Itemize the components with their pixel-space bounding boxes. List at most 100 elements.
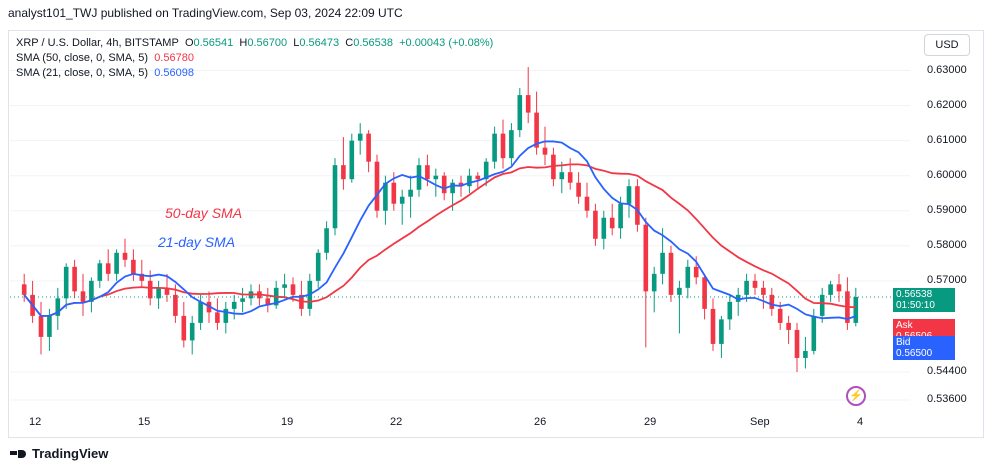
candle-body (618, 204, 623, 229)
candle-body (324, 228, 329, 253)
bid-tag: Bid 0.56500 (893, 336, 955, 360)
ask-label: Ask (896, 320, 913, 331)
candle-body (593, 211, 598, 239)
candle-body (22, 284, 27, 295)
legend-symbol: XRP / U.S. Dollar, 4h, BITSTAMP (16, 37, 179, 49)
candle-body (106, 263, 111, 274)
candle-body (635, 186, 640, 225)
legend-o-label: O (185, 37, 194, 49)
y-tick-label: 0.53600 (927, 393, 967, 405)
candle-body (358, 134, 363, 141)
candle-body (568, 172, 573, 183)
chart-legend: XRP / U.S. Dollar, 4h, BITSTAMP O0.56541… (16, 36, 493, 81)
legend-sma50-row: SMA (50, close, 0, SMA, 5) 0.56780 (16, 51, 493, 66)
candle-body (408, 190, 413, 197)
candle-body (576, 183, 581, 197)
candle-body (39, 316, 44, 337)
y-tick-label: 0.60000 (927, 169, 967, 181)
candle-body (375, 162, 380, 211)
candle-body (853, 297, 858, 323)
candle-body (198, 302, 203, 323)
legend-low: 0.56473 (299, 37, 339, 49)
candlestick-chart[interactable]: 50-day SMA 21-day SMA (10, 32, 920, 407)
candle-body (400, 197, 405, 204)
candle-body (181, 316, 186, 341)
candle-body (366, 134, 371, 162)
candle-body (433, 176, 438, 180)
y-tick-label: 0.61000 (927, 134, 967, 146)
candle-body (72, 267, 77, 292)
candle-body (761, 288, 766, 295)
last-price-value: 0.56538 (896, 289, 952, 300)
tradingview-logo-icon (10, 448, 26, 460)
candle-body (316, 253, 321, 281)
legend-sma21-row: SMA (21, close, 0, SMA, 5) 0.56098 (16, 66, 493, 81)
candle-body (719, 319, 724, 344)
candle-body (753, 281, 758, 288)
candle-body (837, 284, 842, 291)
candle-body (148, 281, 153, 299)
candle-body (610, 218, 615, 229)
legend-high: 0.56700 (247, 37, 287, 49)
x-tick-label: 22 (390, 416, 402, 428)
y-tick-label: 0.62000 (927, 99, 967, 111)
legend-sma21-value: 0.56098 (154, 67, 194, 79)
candle-body (467, 176, 472, 187)
bid-label: Bid (896, 337, 910, 348)
candle-body (828, 284, 833, 295)
legend-c-label: C (345, 37, 353, 49)
currency-button[interactable]: USD (924, 34, 970, 56)
candle-body (425, 165, 430, 179)
candle-body (114, 253, 119, 274)
candle-body (232, 302, 237, 309)
legend-sma21-label: SMA (21, close, 0, SMA, 5) (16, 67, 148, 79)
y-tick-label: 0.54400 (927, 365, 967, 377)
legend-open: 0.56541 (194, 37, 234, 49)
tradingview-brand[interactable]: TradingView (10, 446, 108, 461)
x-tick-label: 15 (138, 416, 150, 428)
y-tick-label: 0.63000 (927, 64, 967, 76)
sma50-annotation: 50-day SMA (165, 205, 242, 221)
legend-close: 0.56538 (353, 37, 393, 49)
legend-sma50-value: 0.56780 (154, 52, 194, 64)
candle-body (803, 351, 808, 358)
x-tick-label: 29 (644, 416, 656, 428)
candle-body (391, 183, 396, 204)
candle-body (685, 267, 690, 288)
candle-body (492, 134, 497, 162)
bid-value: 0.56500 (896, 348, 932, 359)
candle-body (215, 312, 220, 323)
candle-body (627, 186, 632, 204)
x-tick-label: 19 (281, 416, 293, 428)
candle-body (131, 260, 136, 274)
candle-body (559, 172, 564, 179)
candle-body (240, 298, 245, 302)
candle-body (778, 309, 783, 323)
candle-body (601, 218, 606, 239)
candle-body (509, 130, 514, 158)
y-tick-label: 0.57000 (927, 274, 967, 286)
x-tick-label: Sep (750, 416, 770, 428)
lightning-icon[interactable]: ⚡ (846, 386, 866, 406)
candle-body (677, 288, 682, 295)
candle-body (585, 197, 590, 211)
candle-body (501, 134, 506, 159)
candle-body (643, 225, 648, 292)
candle-body (475, 176, 480, 180)
candle-body (526, 95, 531, 113)
candle-body (652, 274, 657, 292)
candle-body (442, 176, 447, 194)
candle-body (820, 295, 825, 316)
candle-body (333, 165, 338, 228)
x-tick-label: 12 (29, 416, 41, 428)
candle-body (744, 281, 749, 295)
brand-name: TradingView (32, 446, 108, 461)
candle-body (811, 316, 816, 351)
candle-body (341, 165, 346, 179)
candle-body (349, 141, 354, 180)
candle-body (450, 183, 455, 194)
candle-body (517, 95, 522, 130)
candle-body (64, 267, 69, 299)
candle-body (97, 263, 102, 281)
legend-change: +0.00043 (+0.08%) (399, 37, 493, 49)
